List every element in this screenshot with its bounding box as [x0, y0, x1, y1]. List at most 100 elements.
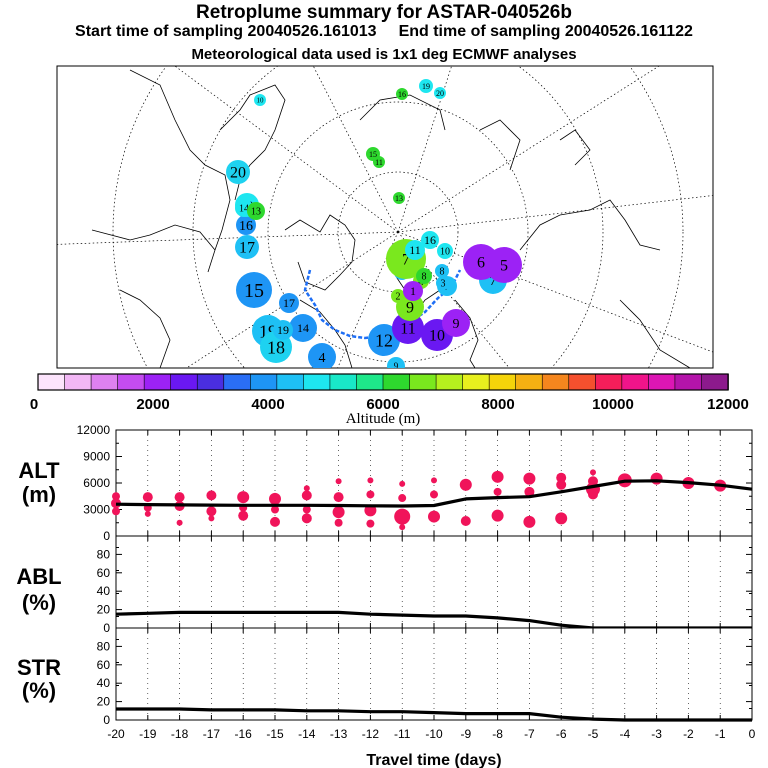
y-tick-label: 3000	[83, 503, 110, 517]
y-tick-label: 80	[97, 639, 111, 653]
y-tick-label: 20	[97, 603, 111, 617]
marker-circle	[236, 215, 256, 235]
marker-circle	[405, 240, 425, 260]
marker-label: 12	[375, 330, 393, 350]
altitude-dot	[335, 478, 342, 485]
legend-swatch	[488, 373, 517, 391]
marker-label: 6	[477, 255, 485, 272]
y-tick-label: 0	[103, 621, 110, 635]
legend-swatch	[250, 373, 278, 391]
marker-circle	[442, 309, 470, 337]
trajectory-marker: 17	[235, 235, 259, 259]
altitude-dot	[332, 506, 345, 519]
marker-label: 11	[375, 158, 383, 167]
trajectory-path	[303, 269, 462, 340]
x-tick-label: -10	[425, 727, 443, 741]
y-tick-label: 6000	[83, 476, 110, 490]
marker-label: 8	[422, 272, 427, 283]
marker-label: 16	[239, 219, 253, 234]
trajectory-marker: 16	[396, 88, 408, 100]
altitude-dot	[491, 509, 504, 522]
marker-label: 13	[395, 194, 403, 203]
altitude-dot	[301, 513, 312, 524]
altitude-dot	[144, 510, 151, 517]
altitude-dot	[112, 507, 120, 516]
altitude-dot	[206, 506, 217, 517]
altitude-dot	[491, 470, 504, 483]
legend-tick-label: 12000	[707, 396, 749, 413]
marker-circle	[235, 235, 259, 259]
legend-swatch	[170, 373, 199, 391]
legend-title: Altitude (m)	[346, 411, 421, 427]
legend-tick-label: 8000	[481, 396, 514, 413]
legend-swatch	[515, 373, 544, 391]
legend-swatch	[196, 373, 225, 391]
x-tick-label: -7	[524, 727, 535, 741]
marker-label: 18	[267, 337, 285, 357]
x-tick-label: -15	[266, 727, 284, 741]
trajectory-marker: 10	[437, 243, 453, 259]
marker-label: 17	[283, 296, 295, 310]
end-time-value: 20040526.161122	[564, 23, 693, 40]
marker-circle	[434, 87, 446, 99]
marker-label: 9	[453, 317, 460, 332]
marker-label: 9	[406, 300, 414, 317]
marker-label: 15	[244, 280, 264, 302]
marker-label: 14	[239, 204, 249, 215]
marker-label: 14	[297, 321, 309, 335]
met-data-subtitle: Meteorological data used is 1x1 deg ECMW…	[191, 46, 577, 63]
altitude-dot	[556, 479, 567, 490]
x-tick-label: -9	[460, 727, 471, 741]
marker-circle	[391, 289, 405, 303]
series-line	[115, 479, 753, 508]
y-tick-label: 0	[103, 529, 110, 543]
marker-circle	[289, 314, 317, 342]
trajectory-marker: 8	[416, 268, 432, 284]
marker-circle	[403, 281, 423, 301]
trajectory-marker: 2	[391, 289, 405, 303]
legend-swatch	[64, 373, 92, 391]
marker-label: 10	[440, 247, 450, 258]
altitude-dot	[430, 490, 438, 499]
marker-circle	[396, 88, 408, 100]
marker-label: 19	[277, 323, 289, 337]
trajectory-marker: 11	[373, 156, 385, 168]
trajectory-marker: 16	[236, 215, 256, 235]
marker-label: 9	[394, 361, 399, 371]
trajectory-marker: 9	[387, 357, 405, 371]
x-tick-label: -3	[651, 727, 662, 741]
legend-swatch	[462, 373, 490, 391]
altitude-dot	[366, 519, 375, 528]
y-tick-label: 60	[97, 658, 111, 672]
y-tick-label: 0	[103, 713, 110, 727]
x-tick-label: -13	[330, 727, 348, 741]
y-tick-label: 40	[97, 676, 111, 690]
altitude-dot	[176, 519, 183, 526]
marker-label: 19	[422, 82, 430, 91]
legend-swatch	[143, 373, 172, 391]
panel-unit: (%)	[22, 678, 56, 703]
marker-circle	[368, 324, 400, 356]
trajectory-marker: 19	[419, 79, 433, 93]
marker-circle	[393, 192, 405, 204]
legend-swatch	[435, 373, 464, 391]
marker-circle	[279, 293, 299, 313]
panel-abl: 0 20 40 60 80 ABL(%)	[16, 535, 753, 635]
marker-circle	[226, 160, 250, 184]
legend-swatch	[117, 373, 145, 391]
trajectory-marker: 19	[273, 320, 293, 340]
y-tick-label: 40	[97, 584, 111, 598]
marker-circle	[435, 264, 449, 278]
marker-label: 17	[239, 240, 255, 257]
marker-label: 15	[369, 150, 377, 159]
start-time-value: 20040526.161013	[247, 23, 377, 40]
x-axis-title: Travel time (days)	[366, 752, 501, 768]
trajectory-marker: 13	[247, 202, 265, 220]
panel-label: ALT	[18, 458, 60, 483]
legend-frame	[37, 373, 729, 391]
map-blobs: 2019181716151413121110997776543211814134…	[226, 79, 522, 371]
altitude-dot	[398, 494, 407, 503]
x-tick-label: -8	[492, 727, 503, 741]
